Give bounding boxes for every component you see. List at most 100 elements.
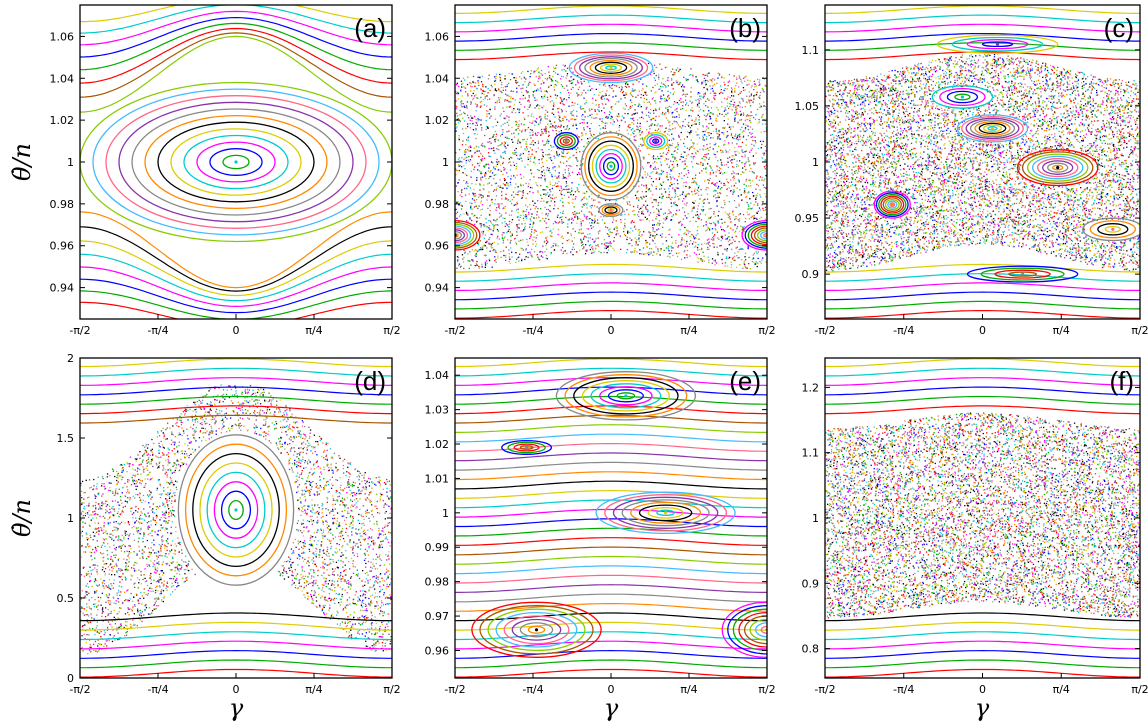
chaos-point [641,211,643,213]
chaos-point [637,126,639,128]
chaos-point [581,108,583,110]
chaos-point [510,101,512,103]
chaos-point [748,83,750,85]
chaos-point [625,105,628,107]
chaos-point [670,245,672,247]
chaos-point [545,154,547,156]
chaos-point [655,215,658,218]
chaos-point [507,230,509,232]
chaos-point [631,88,634,90]
island-orbit [222,154,250,170]
chaos-point [509,105,511,108]
chaos-point [730,100,732,102]
chaos-point [676,179,678,181]
chaos-point [761,179,763,181]
chaos-point [522,192,524,194]
chaos-point [691,153,693,155]
chaos-point [598,222,600,224]
chaos-point [722,150,724,152]
chaos-point [590,227,593,229]
chaos-point [531,231,533,233]
chaos-point [707,153,710,155]
chaos-point [747,135,749,137]
chaos-point [660,164,663,166]
chaos-point [641,138,644,140]
chaos-point [765,108,767,110]
chaos-point [720,149,722,151]
chaos-point [455,127,457,129]
chaos-point [572,71,574,73]
chaos-point [495,261,497,263]
chaos-point [683,142,685,145]
chaos-point [684,257,686,259]
chaos-point [753,97,755,99]
chaos-point [697,92,699,94]
chaos-point [507,100,509,102]
chaos-point [732,239,734,241]
chaos-point [763,105,765,107]
chaos-point [654,235,656,237]
chaos-point [673,121,676,123]
chaos-point [529,179,531,181]
chaos-point [572,202,574,204]
chaos-point [718,238,720,240]
chaos-point [707,132,709,134]
chaos-point [461,100,463,102]
chaos-point [549,78,551,80]
chaos-point [735,173,737,175]
chaos-point [500,187,502,189]
chaos-point [641,112,644,114]
chaos-point [757,202,759,205]
chaos-point [587,233,589,236]
chaos-point [1023,115,1025,117]
chaos-point [562,177,564,180]
chaos-point [948,180,950,182]
chaos-point [473,95,476,97]
chaos-point [598,211,600,213]
chaos-point [765,208,767,211]
chaos-point [734,230,737,232]
chaos-point [522,239,524,241]
chaos-point [702,163,704,165]
chaos-point [752,100,754,103]
chaos-point [555,243,557,245]
chaos-point [517,127,519,130]
chaos-point [471,219,473,222]
chaos-point [538,258,540,260]
chaos-point [463,213,465,215]
chaos-point [914,201,916,204]
chaos-point [708,149,710,151]
chaos-point [517,216,519,218]
chaos-point [563,115,565,118]
chaos-point [658,88,660,90]
chaos-point [581,132,583,134]
chaos-point [745,75,747,77]
chaos-point [658,78,660,80]
island-center [609,66,613,70]
invariant-curve [455,282,767,291]
chaos-point [624,213,626,215]
chaos-point [534,229,536,231]
island-center [564,139,568,143]
chaos-point [616,203,618,205]
chaos-point [658,173,660,175]
chaos-point [513,77,515,79]
chaos-point [1052,244,1054,246]
chaos-point [1033,81,1035,83]
chaos-point [737,122,739,124]
chaos-point [529,147,532,149]
chaos-point [935,186,938,188]
chaos-point [510,178,512,180]
chaos-point [762,207,764,209]
chaos-point [467,214,469,216]
chaos-point [513,108,515,110]
chaos-point [482,155,484,157]
chaos-point [550,150,553,152]
chaos-point [683,86,685,88]
chaos-point [749,151,751,153]
chaos-point [724,211,727,213]
chaos-point [583,247,585,250]
chaos-point [597,138,599,140]
chaos-point [461,95,463,97]
chaos-point [722,229,724,231]
